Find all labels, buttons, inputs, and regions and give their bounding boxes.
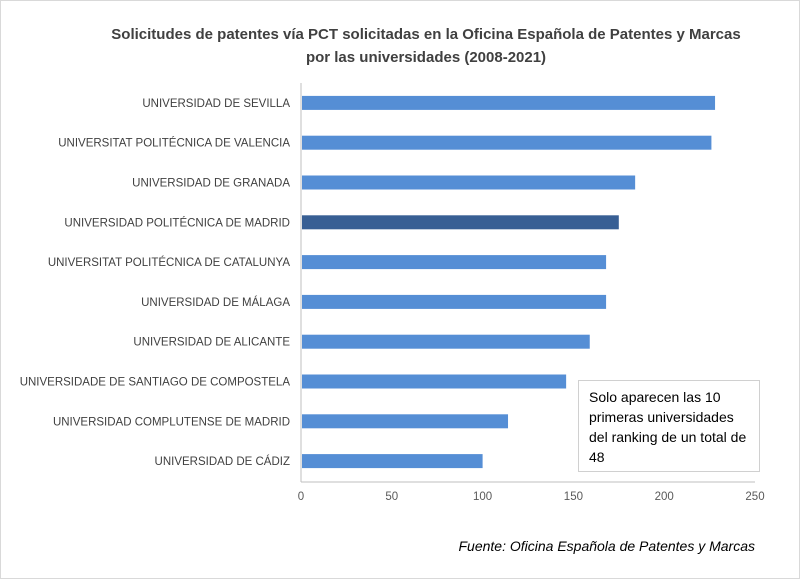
- category-label: UNIVERSITAT POLITÉCNICA DE CATALUNYA: [48, 256, 291, 269]
- category-label: UNIVERSIDAD DE GRANADA: [132, 178, 290, 190]
- x-tick-label: 250: [745, 491, 764, 503]
- category-label: UNIVERSIDAD COMPLUTENSE DE MADRID: [53, 416, 290, 428]
- bar: [302, 335, 590, 349]
- x-tick-label: 100: [473, 491, 492, 503]
- category-label: UNIVERSIDAD POLITÉCNICA DE MADRID: [64, 216, 290, 229]
- source-note: Fuente: Oficina Española de Patentes y M…: [459, 538, 756, 554]
- bar: [302, 295, 606, 309]
- x-tick-label: 0: [298, 491, 304, 503]
- bar: [302, 414, 508, 428]
- annotation-box: Solo aparecen las 10 primeras universida…: [578, 380, 760, 472]
- bar: [302, 176, 635, 190]
- x-tick-label: 200: [655, 491, 674, 503]
- category-label: UNIVERSIDAD DE MÁLAGA: [141, 296, 290, 309]
- x-tick-label: 50: [385, 491, 398, 503]
- category-label: UNIVERSIDAD DE ALICANTE: [133, 337, 290, 349]
- bar: [302, 375, 566, 389]
- bar: [302, 215, 619, 229]
- bar: [302, 96, 715, 110]
- category-label: UNIVERSIDADE DE SANTIAGO DE COMPOSTELA: [20, 377, 291, 389]
- x-tick-label: 150: [564, 491, 583, 503]
- category-label: UNIVERSIDAD DE SEVILLA: [142, 98, 290, 110]
- category-label: UNIVERSIDAD DE CÁDIZ: [155, 455, 290, 468]
- category-label: UNIVERSITAT POLITÉCNICA DE VALENCIA: [58, 137, 290, 150]
- bar: [302, 136, 711, 150]
- bar: [302, 255, 606, 269]
- bar: [302, 454, 483, 468]
